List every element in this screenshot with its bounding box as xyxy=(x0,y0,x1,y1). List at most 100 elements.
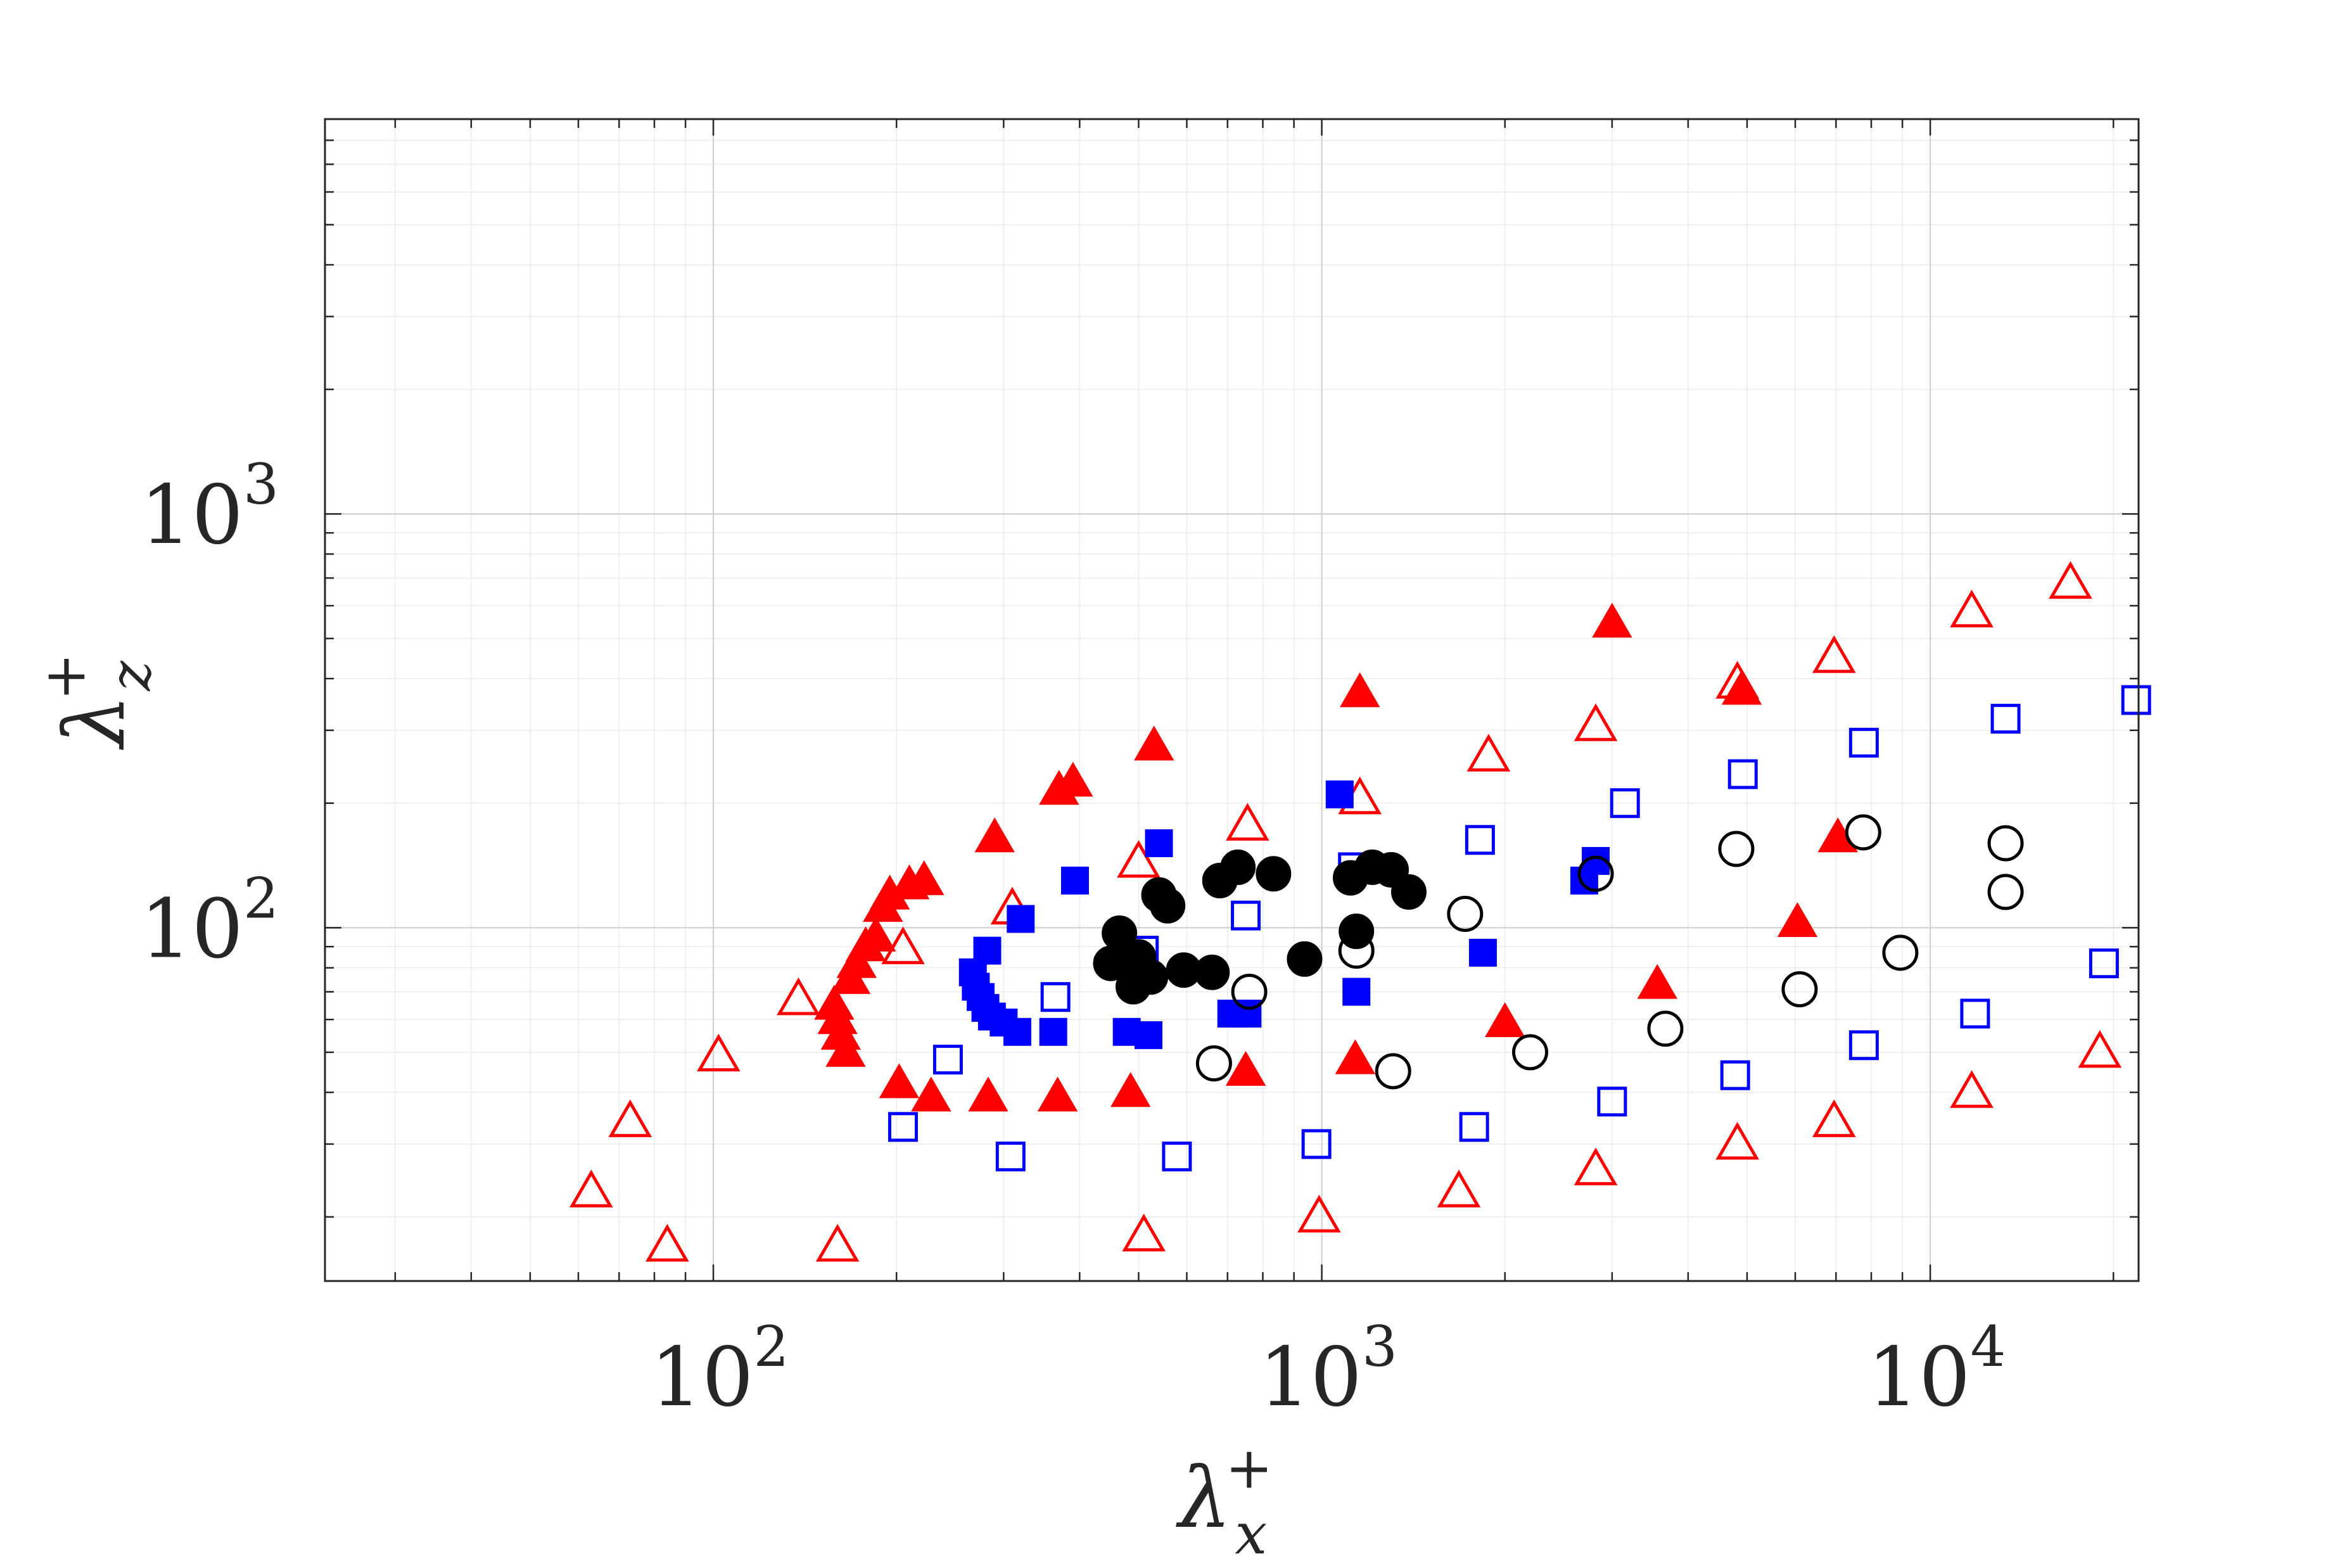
x-axis-label-base: λ xyxy=(1175,1450,1231,1547)
y-axis-label-sup: + xyxy=(32,653,98,700)
triangle-marker xyxy=(646,1223,689,1262)
y-axis-label-group: λ+z xyxy=(32,653,164,750)
series-circle-filled xyxy=(1093,849,1427,1005)
circle-marker xyxy=(1987,874,2024,910)
series-triangle-filled xyxy=(814,602,1859,1112)
circle-marker xyxy=(1577,855,1614,892)
y-axis-label-base: λ xyxy=(46,694,144,751)
y-tick-label-base: 10 xyxy=(140,882,243,976)
circle-marker xyxy=(1647,1010,1684,1047)
x-axis-label-sub: x xyxy=(1235,1501,1268,1567)
triangle-marker xyxy=(777,977,820,1016)
triangle-marker xyxy=(974,817,1015,853)
square-marker xyxy=(1003,1017,1032,1046)
plot-area xyxy=(325,119,2139,1281)
x-tick-labels: 102 103 104 xyxy=(651,1314,2006,1425)
circle-marker xyxy=(1194,954,1230,990)
triangle-marker xyxy=(1715,1121,1759,1160)
data-markers xyxy=(569,561,2151,1262)
square-marker xyxy=(973,936,1002,965)
triangle-marker xyxy=(911,1076,951,1112)
triangle-marker xyxy=(1721,670,1762,705)
circle-marker xyxy=(1102,915,1138,951)
square-marker xyxy=(1060,866,1089,895)
square-marker xyxy=(1610,788,1640,819)
square-marker xyxy=(1960,998,1990,1029)
circle-marker xyxy=(1150,888,1186,924)
x-tick-label-exponent: 4 xyxy=(1971,1314,2006,1379)
triangle-marker xyxy=(1812,635,1856,673)
square-marker xyxy=(1727,759,1758,789)
triangle-marker xyxy=(1117,839,1161,878)
square-marker xyxy=(2121,685,2151,715)
x-tick-label-exponent: 3 xyxy=(1362,1314,1397,1379)
triangle-marker xyxy=(1950,589,1994,628)
triangle-marker xyxy=(968,1076,1008,1112)
triangle-marker xyxy=(1110,1072,1151,1107)
triangle-marker xyxy=(825,1031,866,1067)
x-tick-label-base: 10 xyxy=(1259,1330,1362,1425)
triangle-marker xyxy=(1335,1039,1376,1074)
triangle-marker xyxy=(879,1063,920,1099)
x-tick-label-exponent: 2 xyxy=(754,1314,789,1379)
x-axis-label-sup: + xyxy=(1225,1435,1273,1501)
x-tick-label-base: 10 xyxy=(1867,1330,1971,1425)
triangle-marker xyxy=(1950,1070,1994,1108)
circle-marker xyxy=(1781,971,1818,1007)
series-square-open xyxy=(888,685,2151,1171)
circle-marker xyxy=(1882,934,1919,971)
triangle-marker xyxy=(608,1099,652,1137)
x-axis-label: λ+ x xyxy=(1175,1435,1273,1567)
circle-marker xyxy=(1256,856,1292,892)
circle-marker xyxy=(1845,814,1881,851)
triangle-marker xyxy=(1637,964,1677,999)
x-tick-label: 103 xyxy=(1259,1314,1397,1425)
circle-marker xyxy=(1339,914,1375,950)
square-marker xyxy=(1301,1129,1332,1159)
triangle-marker xyxy=(881,926,925,964)
square-marker xyxy=(995,1141,1026,1171)
circle-marker xyxy=(1375,1053,1411,1090)
square-marker xyxy=(1465,825,1495,855)
square-marker xyxy=(1134,1021,1162,1049)
x-tick-label-base: 10 xyxy=(651,1330,754,1425)
triangle-marker xyxy=(569,1170,613,1208)
triangle-marker xyxy=(1053,762,1093,797)
y-tick-label: 102 xyxy=(140,865,279,976)
square-marker xyxy=(1040,982,1071,1012)
circle-marker xyxy=(1220,849,1256,885)
circle-marker xyxy=(1987,825,2024,862)
triangle-marker xyxy=(1225,1050,1266,1086)
triangle-marker xyxy=(1339,672,1380,708)
x-tick-label: 102 xyxy=(651,1314,789,1425)
triangle-marker xyxy=(1574,703,1618,741)
square-marker xyxy=(888,1112,919,1142)
circle-marker xyxy=(1231,973,1268,1010)
triangle-marker xyxy=(1592,602,1632,638)
axis-ticks xyxy=(325,118,2139,1281)
triangle-marker xyxy=(1437,1170,1481,1208)
square-marker xyxy=(1468,938,1497,967)
triangle-marker xyxy=(904,860,945,895)
triangle-marker xyxy=(2049,561,2092,599)
triangle-marker xyxy=(2078,1029,2122,1068)
circle-marker xyxy=(1195,1045,1232,1081)
circle-marker xyxy=(1447,896,1484,933)
square-marker xyxy=(1342,978,1371,1006)
square-marker xyxy=(1325,780,1354,808)
square-marker xyxy=(1848,1030,1879,1061)
triangle-marker xyxy=(697,1033,741,1072)
y-axis-label-sub: z xyxy=(98,660,164,691)
square-marker xyxy=(1162,1141,1192,1171)
circle-marker xyxy=(1718,831,1755,867)
square-marker xyxy=(1145,829,1173,858)
y-tick-label-base: 10 xyxy=(140,468,243,563)
y-axis-label: λ+z xyxy=(32,653,164,750)
triangle-marker xyxy=(1484,1002,1525,1037)
square-marker xyxy=(1720,1060,1750,1090)
triangle-marker xyxy=(1777,902,1818,937)
triangle-marker xyxy=(1297,1194,1341,1233)
triangle-marker xyxy=(1122,1213,1166,1252)
